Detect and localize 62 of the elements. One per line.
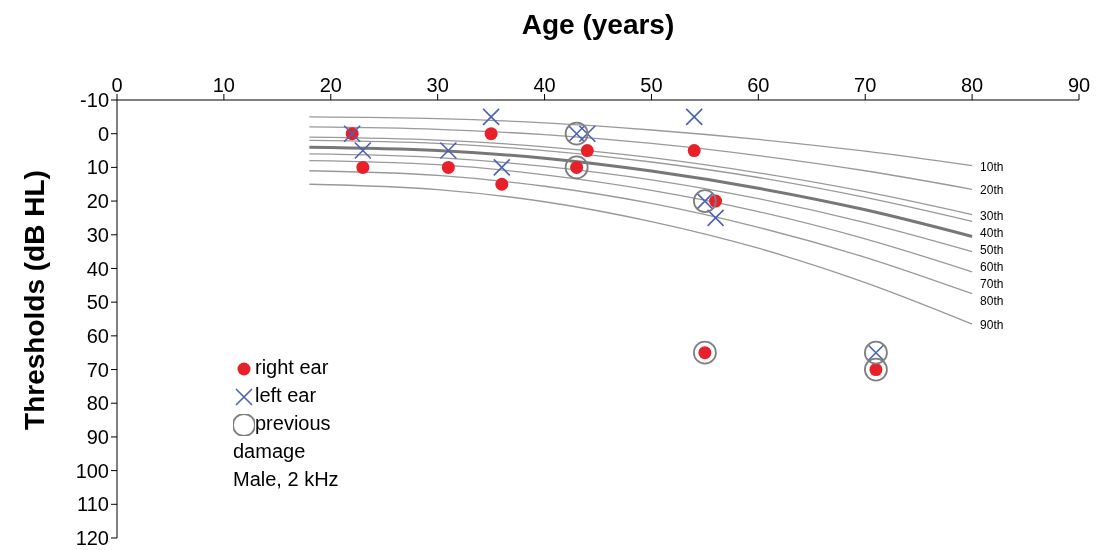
series-label: 80th (980, 293, 1004, 308)
x-tick-label: 40 (533, 74, 556, 96)
y-axis-title: Thresholds (dB HL) (18, 169, 51, 432)
y-tick-label: 0 (97, 122, 109, 145)
point (441, 160, 455, 174)
y-tick-label: 110 (77, 493, 109, 516)
x-tick-label: 90 (1067, 74, 1091, 96)
x-tick-label: 20 (319, 74, 342, 96)
point (484, 127, 498, 141)
series-label: 10th (980, 159, 1004, 174)
annotation: Male, 2 kHz (233, 467, 340, 492)
line-series (308, 153, 973, 253)
line-series (308, 170, 973, 295)
series-label: 20th (980, 183, 1004, 198)
line-series (308, 116, 973, 167)
point (482, 108, 500, 126)
point (439, 141, 458, 160)
line-series (307, 145, 974, 238)
point (864, 357, 888, 382)
point (356, 160, 370, 174)
point (685, 108, 703, 126)
x-tick-label: 30 (426, 74, 449, 96)
y-tick-label: 10 (86, 156, 109, 179)
point (354, 141, 372, 160)
point (493, 158, 511, 177)
y-tick-label: 100 (75, 459, 109, 482)
line-series (308, 126, 973, 190)
y-tick-label: 70 (86, 358, 109, 381)
y-tick-label: 30 (86, 223, 109, 246)
legend-label: left ear (254, 383, 318, 408)
legend-label: previous damage (233, 411, 332, 464)
y-tick-label: 80 (86, 392, 109, 415)
legend-label: right ear (254, 355, 330, 380)
point (564, 155, 589, 180)
x-tick-label: 80 (960, 74, 984, 96)
series-label: 30th (980, 208, 1004, 223)
point (692, 340, 717, 365)
series-label: 70th (980, 276, 1004, 291)
y-tick-label: 120 (75, 527, 109, 550)
line-series (308, 183, 973, 325)
series-label: 60th (980, 259, 1004, 274)
y-tick-label: 20 (86, 190, 109, 213)
x-tick-label: 0 (111, 74, 123, 96)
point (687, 144, 701, 158)
x-tick-label: 60 (747, 74, 770, 96)
y-tick-label: 60 (86, 324, 109, 347)
x-tick-label: 50 (640, 74, 663, 96)
point (578, 124, 597, 143)
point (580, 144, 594, 158)
series-label: 40th (980, 225, 1004, 240)
y-tick-label: 90 (86, 426, 109, 449)
x-axis-title: Age (years) (520, 8, 676, 42)
y-tick-label: 40 (86, 257, 109, 280)
series-label: 90th (980, 318, 1004, 333)
point (706, 209, 725, 227)
line-series (308, 160, 973, 273)
x-tick-label: 70 (854, 74, 877, 96)
x-tick-label: 10 (212, 74, 236, 96)
y-tick-label: -10 (80, 89, 109, 112)
point (495, 177, 509, 191)
series-label: 50th (980, 242, 1004, 257)
y-tick-label: 50 (86, 291, 109, 314)
